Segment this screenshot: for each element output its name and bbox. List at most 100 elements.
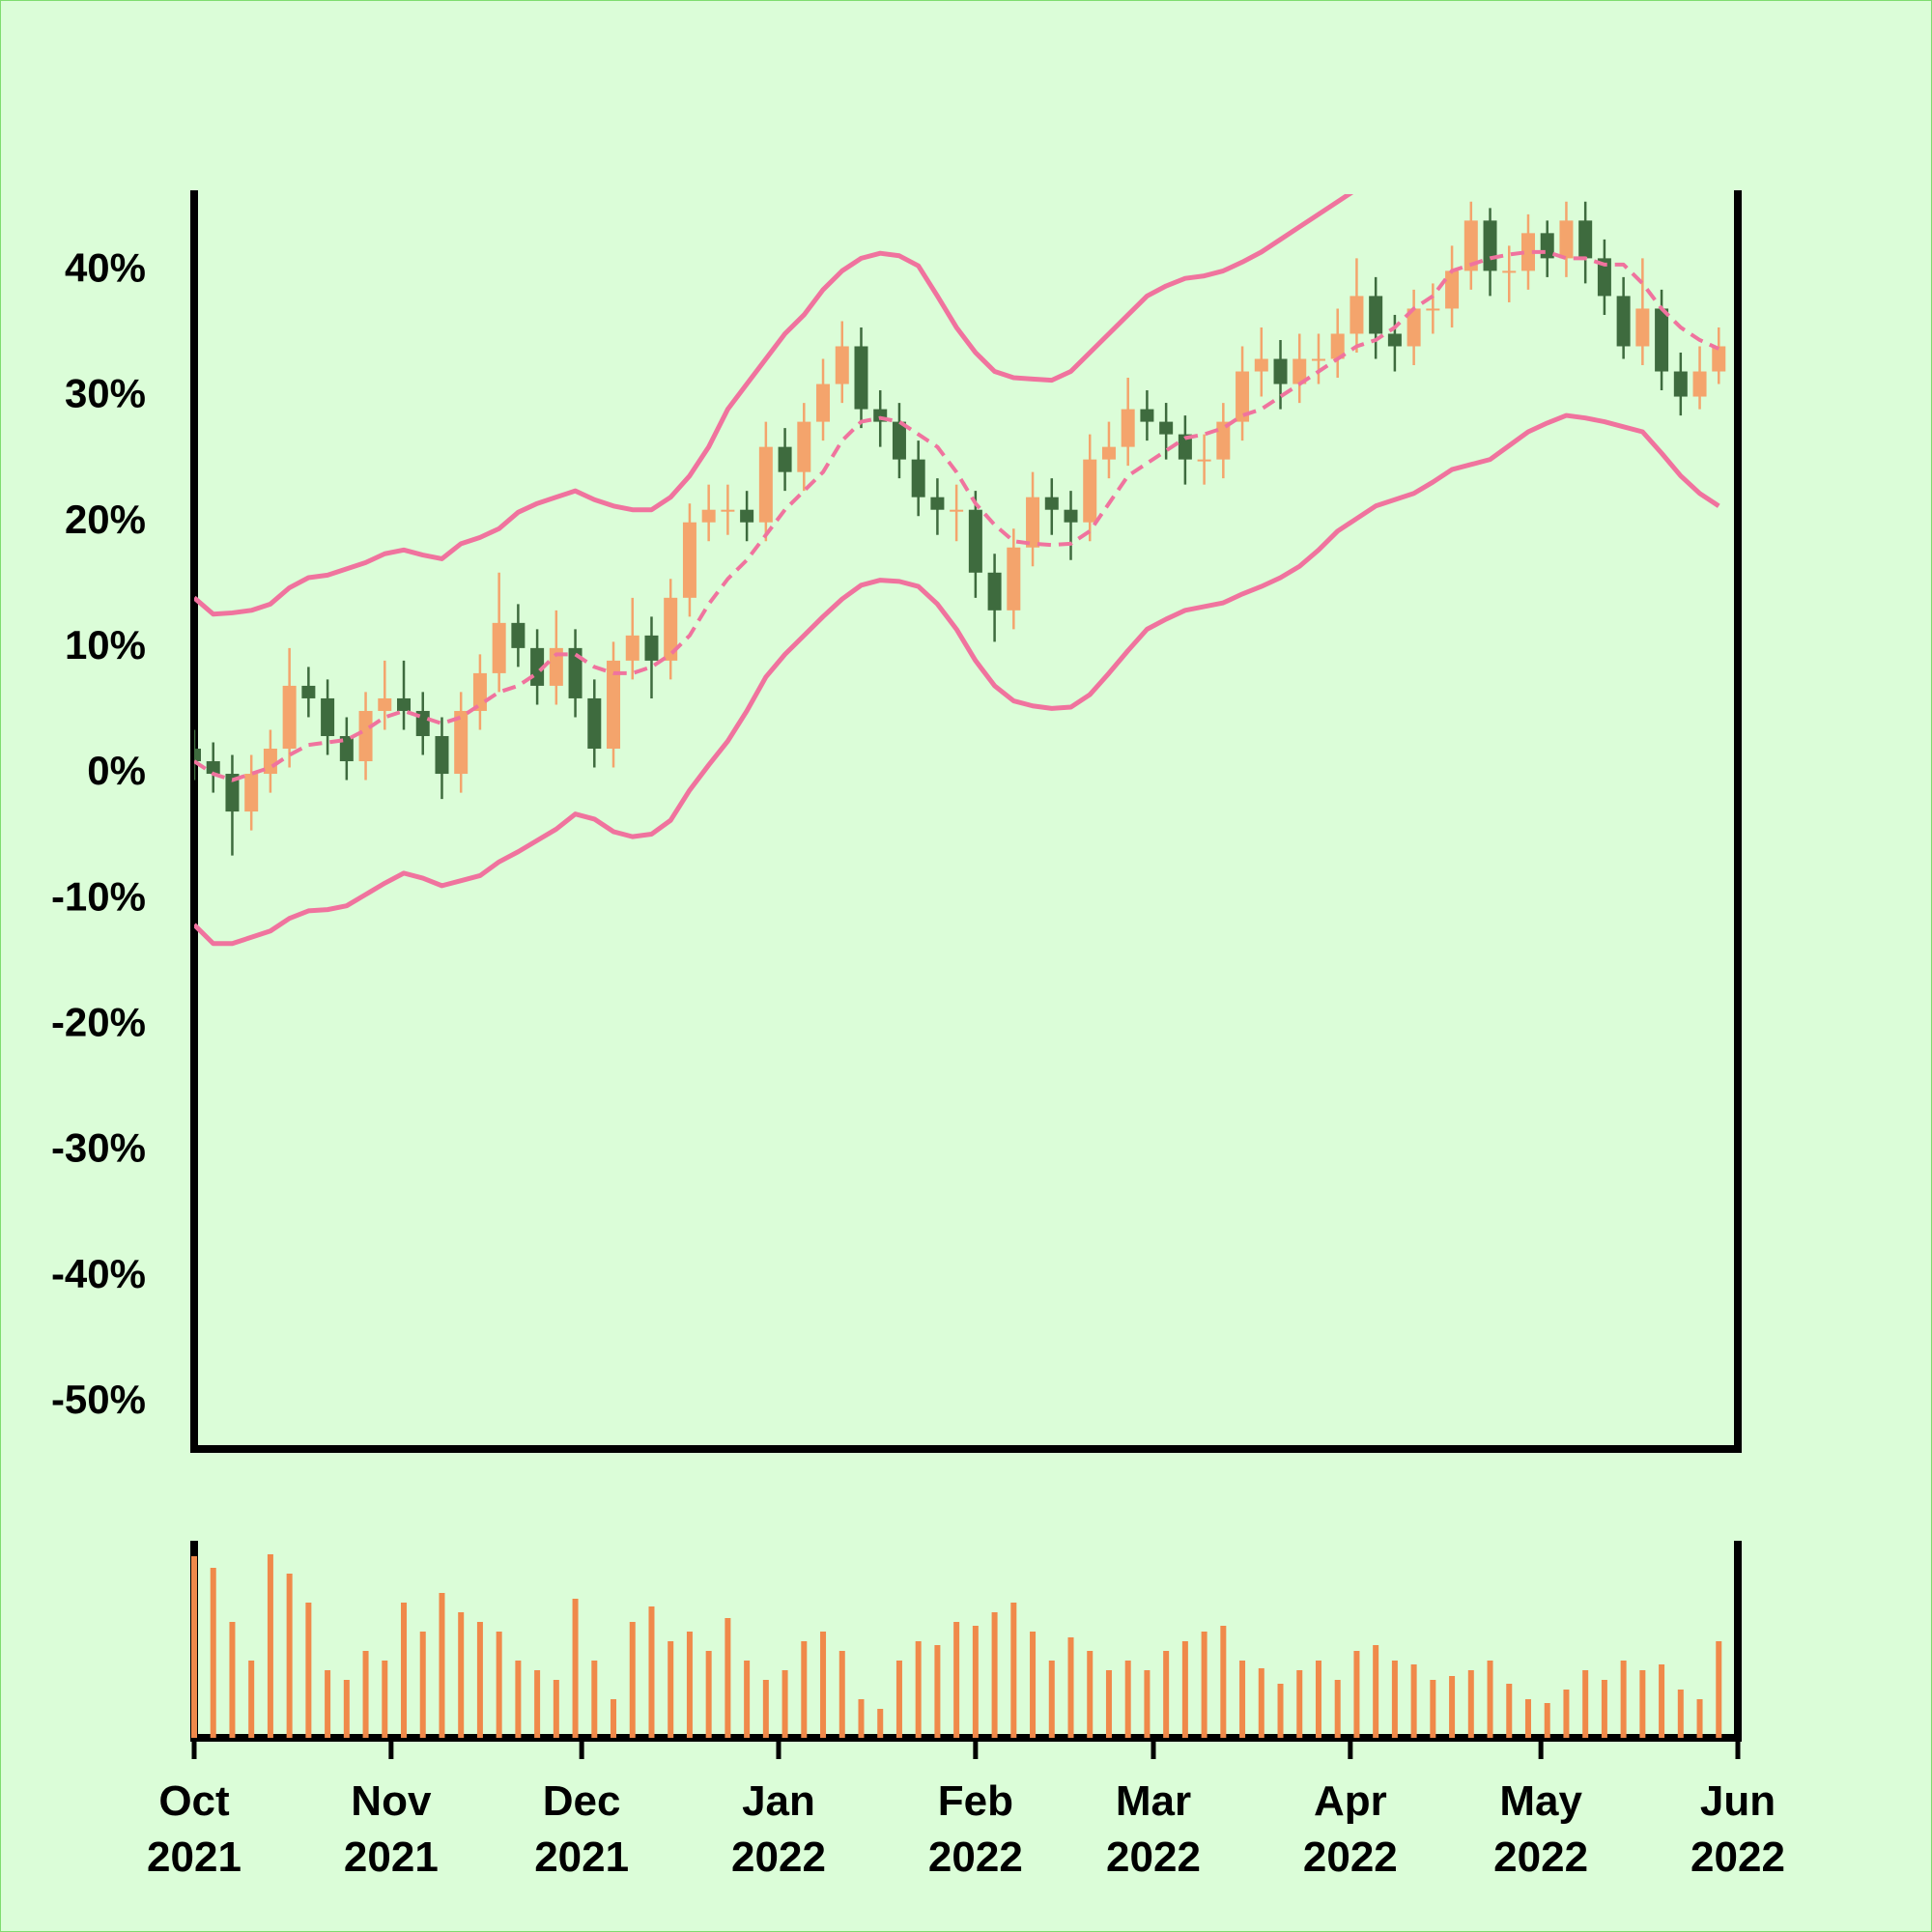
candle-body (1044, 497, 1059, 510)
candle-body (1007, 547, 1021, 611)
volume-bar (1048, 1661, 1055, 1738)
candle-body (1655, 308, 1669, 372)
volume-bar (1144, 1670, 1151, 1738)
candle-body (950, 509, 964, 512)
x-tick-label: Jan 2022 (731, 1777, 826, 1881)
volume-bar (382, 1661, 388, 1738)
candle-body (1406, 308, 1421, 347)
volume-bar (877, 1709, 884, 1738)
volume-bar (895, 1661, 902, 1738)
x-tick-label: Mar 2022 (1106, 1777, 1201, 1881)
candle-body (1673, 371, 1688, 397)
candle-body (892, 421, 906, 460)
volume-bar (858, 1699, 865, 1738)
volume-bar (1677, 1690, 1684, 1738)
volume-bar (572, 1599, 579, 1738)
candle-body (1463, 220, 1478, 271)
candle-body (1083, 459, 1097, 523)
y-tick-label: 30% (65, 371, 146, 416)
candle-body (263, 749, 277, 775)
y-tick-label: 10% (65, 622, 146, 668)
candle-body (701, 509, 716, 523)
volume-bar (1010, 1603, 1017, 1738)
upper-band (194, 194, 1354, 617)
candle-body (1597, 258, 1611, 297)
volume-bar (553, 1680, 559, 1738)
y-tick-label: 0% (87, 748, 146, 793)
candle-body (1311, 358, 1325, 361)
candle-body (1426, 308, 1440, 311)
candle-body (1369, 296, 1383, 334)
volume-bar (1582, 1670, 1589, 1738)
volume-bar (1163, 1651, 1170, 1738)
candle-body (1483, 220, 1497, 271)
y-tick-label: -50% (51, 1377, 146, 1422)
y-tick-label: -40% (51, 1251, 146, 1296)
volume-bar (1659, 1664, 1665, 1738)
x-tick-label: Apr 2022 (1302, 1777, 1398, 1881)
candle-body (1293, 358, 1307, 384)
candle-body (968, 509, 982, 573)
candle-body (1254, 358, 1268, 372)
x-tick-label: Oct 2021 (147, 1777, 242, 1881)
candle-body (1101, 446, 1116, 460)
candle-body (911, 459, 925, 497)
volume-bar (1563, 1690, 1570, 1738)
candle-body (1616, 296, 1631, 347)
volume-bar (191, 1556, 197, 1738)
volume-bar (591, 1661, 598, 1738)
candle-body (797, 421, 811, 472)
candle-body (1387, 333, 1402, 347)
volume-bar (1353, 1651, 1360, 1738)
volume-bar (1277, 1684, 1284, 1738)
candle-body (1350, 296, 1364, 334)
volume-bar (629, 1622, 636, 1738)
volume-bar (744, 1661, 751, 1738)
volume-bar (248, 1661, 255, 1738)
candle-body (206, 761, 220, 775)
candle-body (854, 346, 868, 410)
candle-body (682, 522, 696, 598)
volume-bar (476, 1622, 483, 1738)
y-tick-label: 20% (65, 497, 146, 542)
volume-bar (668, 1641, 674, 1738)
volume-bar (953, 1622, 960, 1738)
volume-bar (229, 1622, 236, 1738)
volume-bar (1487, 1661, 1493, 1738)
volume-bar (1696, 1699, 1703, 1738)
volume-bar (648, 1606, 655, 1738)
candle-body (1140, 409, 1154, 422)
volume-bar (1296, 1670, 1303, 1738)
volume-bar (1201, 1632, 1208, 1738)
candle-body (1520, 233, 1535, 271)
candle-body (664, 597, 678, 661)
volume-bar (1181, 1641, 1188, 1738)
x-tick-label: Dec 2021 (534, 1777, 630, 1881)
candle-body (225, 774, 240, 812)
volume-bar (1449, 1676, 1456, 1738)
volume-bar (267, 1554, 273, 1738)
volume-bar (686, 1632, 693, 1738)
volume-bar (838, 1651, 845, 1738)
volume-bar (1430, 1680, 1436, 1738)
volume-bar (1391, 1661, 1398, 1738)
y-tick-label: -20% (51, 999, 146, 1044)
volume-bar (343, 1680, 350, 1738)
candle-body (1236, 371, 1250, 422)
volume-bar (1467, 1670, 1474, 1738)
volume-bar (401, 1603, 408, 1738)
volume-bar (1124, 1661, 1131, 1738)
volume-bar (1601, 1680, 1607, 1738)
y-tick-label: 40% (65, 244, 146, 290)
candle-body (321, 697, 335, 736)
volume-bar (1315, 1661, 1321, 1738)
volume-bar (1258, 1668, 1264, 1738)
candle-body (511, 622, 526, 648)
volume-bar (820, 1632, 827, 1738)
candle-body (492, 622, 506, 673)
volume-bar (915, 1641, 922, 1738)
candle-body (607, 660, 621, 750)
candle-body (1121, 409, 1135, 447)
